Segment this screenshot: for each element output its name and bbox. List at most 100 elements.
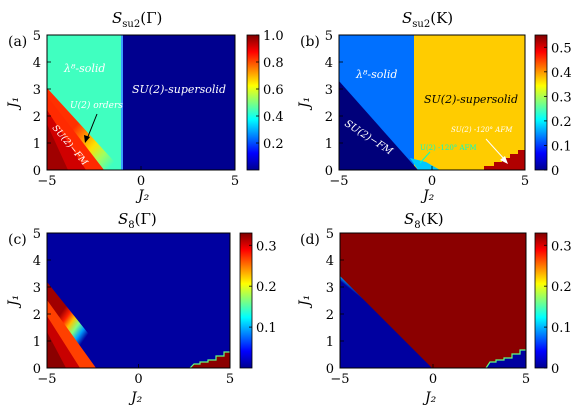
x-tick-label: −5	[37, 174, 56, 189]
panel-title-b: Ssu2(K)	[402, 9, 453, 30]
panel-a: (a) Ssu2(Γ) λ⁸-solid SU(2)-supersolid U(…	[6, 9, 284, 204]
colorbar-tick-label: 0.3	[256, 239, 277, 254]
y-tick-label: 1	[33, 137, 41, 152]
colorbar-tick-label: 0	[551, 362, 559, 377]
panel-title-c: S8(Γ)	[118, 210, 157, 231]
y-ticks-d: 0 1 2 3 4 5	[326, 227, 344, 377]
x-tick-label: 0	[137, 174, 145, 189]
y-tick-label: 4	[33, 254, 41, 269]
region-label-u2-a: U(2) orders	[70, 100, 123, 111]
x-label-c: J₂	[128, 390, 143, 406]
y-tick-label: 4	[326, 254, 334, 269]
colorbar-tick-label: 1.0	[263, 29, 284, 44]
y-tick-label: 0	[325, 164, 333, 179]
y-tick-label: 1	[325, 137, 333, 152]
colorbar-tick-label: 0.3	[551, 239, 572, 254]
y-label-a: J₁	[6, 97, 22, 111]
x-ticks-b: −5 0 5	[329, 166, 529, 189]
y-tick-label: 2	[326, 308, 334, 323]
x-tick-label: 5	[231, 174, 239, 189]
panel-b: (b) Ssu2(K) λ⁸-solid SU(2)-supersolid SU…	[297, 9, 572, 204]
x-ticks-d: −5 0 5	[330, 364, 530, 387]
y-tick-label: 0	[33, 362, 41, 377]
x-tick-label: 5	[521, 174, 529, 189]
panel-label-d: (d)	[300, 232, 320, 248]
colorbar-c: 0.1 0.2 0.3	[239, 232, 277, 369]
colorbar-b: 0 0.1 0.2 0.3 0.4 0.5	[534, 34, 572, 179]
colorbar-ticks-c: 0.1 0.2 0.3	[249, 239, 277, 336]
annotation-arrowhead-a	[84, 135, 90, 143]
y-ticks-c: 0 1 2 3 4 5	[33, 227, 51, 377]
region-label-supersolid-a: SU(2)-supersolid	[132, 83, 226, 96]
region-label-lambda8-b: λ⁸-solid	[355, 68, 397, 81]
y-ticks-b: 0 1 2 3 4 5	[325, 29, 343, 179]
panel-label-a: (a)	[8, 34, 27, 50]
x-tick-label: −5	[330, 372, 349, 387]
x-tick-label: 0	[134, 372, 142, 387]
x-ticks-a: −5 0 5	[37, 166, 239, 189]
panel-label-b: (b)	[300, 34, 320, 50]
colorbar-tick-label: 0.8	[263, 56, 284, 71]
region-label-su2-afm-b: SU(2) -120° AFM	[451, 126, 513, 134]
y-tick-label: 2	[33, 110, 41, 125]
colorbar-tick-label: 0	[551, 164, 559, 179]
x-tick-label: −5	[329, 174, 348, 189]
y-tick-label: 3	[33, 281, 41, 296]
colorbar-tick-label: 0.6	[263, 83, 284, 98]
y-tick-label: 5	[33, 227, 41, 242]
colorbar-tick-label: 0.2	[551, 280, 572, 295]
y-tick-label: 3	[325, 83, 333, 98]
heatmap-a	[47, 35, 235, 170]
annotation-arrow-a	[86, 113, 98, 140]
y-label-d: J₁	[297, 295, 313, 309]
panel-title-a: Ssu2(Γ)	[112, 9, 162, 30]
colorbar-tick-label: 0.1	[256, 321, 277, 336]
colorbar-tick-label: 0.4	[551, 66, 572, 81]
annotation-arrowhead-b	[500, 156, 508, 164]
heatmap-d	[340, 233, 526, 369]
y-tick-label: 4	[33, 56, 41, 71]
colorbar-d: 0 0.1 0.2 0.3	[534, 232, 572, 377]
colorbar-ticks-a: 0.2 0.4 0.6 0.8 1.0	[256, 29, 284, 152]
y-tick-label: 3	[326, 281, 334, 296]
region-label-supersolid-b: SU(2)-supersolid	[424, 93, 518, 106]
y-tick-label: 4	[325, 56, 333, 71]
colorbar-tick-label: 0.2	[263, 137, 284, 152]
colorbar-tick-label: 0.1	[551, 321, 572, 336]
x-label-d: J₂	[422, 390, 437, 406]
x-label-b: J₂	[420, 188, 435, 204]
colorbar-tick-label: 0.4	[263, 110, 284, 125]
x-tick-label: 5	[226, 372, 234, 387]
colorbar-ticks-d: 0 0.1 0.2 0.3	[544, 239, 572, 377]
y-label-b: J₁	[297, 97, 313, 111]
y-tick-label: 5	[33, 29, 41, 44]
y-tick-label: 3	[33, 83, 41, 98]
colorbar-tick-label: 0.3	[551, 90, 572, 105]
annotation-arrow-b2	[419, 151, 431, 164]
x-tick-label: 0	[428, 174, 436, 189]
x-label-a: J₂	[135, 188, 150, 204]
y-label-c: J₁	[6, 295, 22, 309]
y-tick-label: 2	[33, 308, 41, 323]
x-tick-label: −5	[37, 372, 56, 387]
annotation-arrow-b	[485, 138, 506, 161]
y-tick-label: 0	[326, 362, 334, 377]
colorbar-tick-label: 0.2	[256, 280, 277, 295]
colorbar-tick-label: 0.5	[551, 41, 572, 56]
y-tick-label: 1	[33, 335, 41, 350]
heatmap-c	[47, 233, 230, 369]
y-ticks-a: 0 1 2 3 4 5	[33, 29, 51, 179]
region-label-u2-afm-b: U(2) -120° AFM	[420, 144, 477, 152]
y-tick-label: 0	[33, 164, 41, 179]
region-label-lambda8-a: λ⁸-solid	[63, 62, 105, 75]
panel-title-d: S8(K)	[404, 210, 444, 231]
y-tick-label: 1	[326, 335, 334, 350]
x-tick-label: 0	[429, 372, 437, 387]
y-tick-label: 5	[326, 227, 334, 242]
y-tick-label: 5	[325, 29, 333, 44]
colorbar-tick-label: 0.1	[551, 139, 572, 154]
y-tick-label: 2	[325, 110, 333, 125]
